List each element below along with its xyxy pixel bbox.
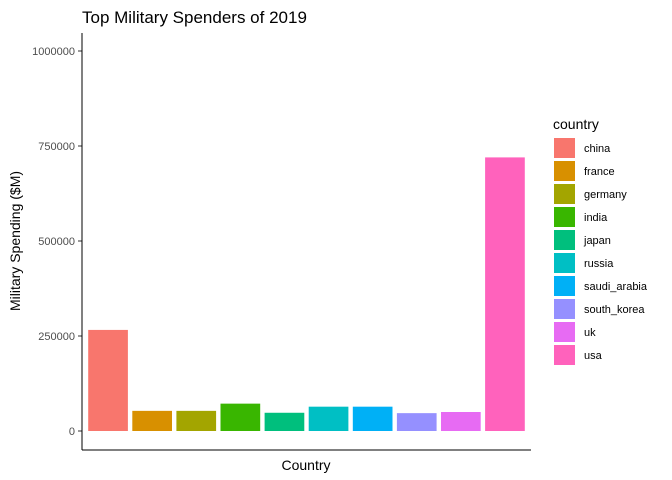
legend-label-saudi-arabia: saudi_arabia (584, 281, 648, 293)
legend-label-south-korea: south_korea (584, 304, 645, 316)
legend-swatch-south-korea (554, 299, 575, 319)
legend-label-uk: uk (584, 327, 596, 339)
legend-label-india: india (584, 212, 608, 224)
y-axis-ticks: 0 250000 500000 750000 1000000 (32, 46, 82, 438)
chart-title: Top Military Spenders of 2019 (82, 8, 307, 27)
bar-france (132, 410, 172, 431)
legend-swatch-germany (554, 184, 575, 204)
y-tick-label: 750000 (38, 141, 75, 153)
y-tick-label: 250000 (38, 331, 75, 343)
bar-germany (176, 410, 217, 431)
bar-saudi-arabia (352, 406, 393, 431)
legend-swatch-japan (554, 230, 575, 250)
legend-swatch-china (554, 138, 575, 158)
x-axis-label: Country (281, 457, 330, 473)
y-tick-label: 0 (69, 426, 75, 438)
legend-title: country (553, 116, 599, 132)
legend-swatch-russia (554, 253, 575, 273)
legend-swatch-saudi-arabia (554, 276, 575, 296)
legend-label-china: china (584, 143, 611, 155)
legend-swatch-usa (554, 345, 575, 365)
y-tick-label: 500000 (38, 236, 75, 248)
bar-india (220, 403, 261, 431)
bars (88, 157, 525, 431)
bar-south-korea (396, 413, 437, 431)
legend-label-russia: russia (584, 258, 614, 270)
y-axis-label: Military Spending ($M) (7, 171, 23, 311)
bar-usa (485, 157, 525, 431)
legend-swatch-india (554, 207, 575, 227)
legend-label-germany: germany (584, 189, 627, 201)
legend-label-usa: usa (584, 350, 603, 362)
legend-label-japan: japan (583, 235, 611, 247)
legend: china france germany india japan russia saudi_… (554, 138, 648, 365)
legend-swatch-france (554, 161, 575, 181)
legend-label-france: france (584, 166, 615, 178)
bar-japan (264, 412, 305, 431)
legend-swatch-uk (554, 322, 575, 342)
bar-china (88, 329, 128, 431)
bar-russia (308, 406, 349, 431)
y-tick-label: 1000000 (32, 46, 75, 58)
bar-uk (441, 412, 481, 431)
